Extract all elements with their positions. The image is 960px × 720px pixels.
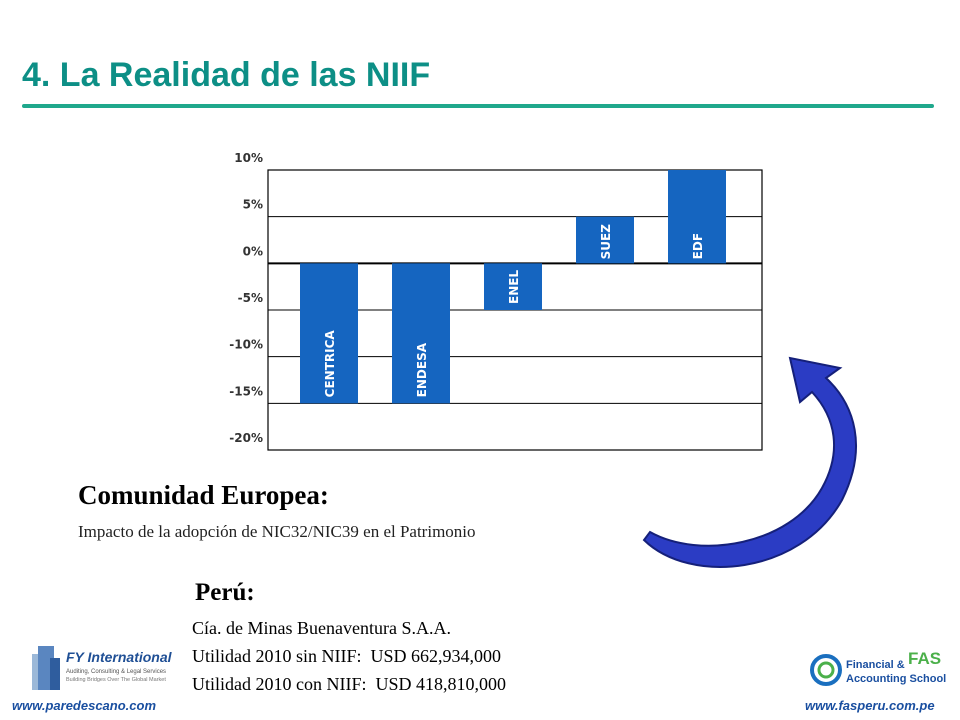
- peru-profit-with-niif: Utilidad 2010 con NIIF: USD 418,810,000: [192, 674, 506, 694]
- y-tick-label: 5%: [243, 198, 263, 212]
- fas-logo: Financial & FAS Accounting School: [810, 649, 946, 686]
- title-underline: [22, 104, 934, 108]
- bar-label-endesa: ENDESA: [415, 342, 429, 397]
- y-tick-label: -20%: [229, 431, 263, 445]
- bar-suez: [576, 216, 634, 264]
- fas-logo-line2: Accounting School: [846, 673, 946, 685]
- y-tick-label: 0%: [243, 244, 263, 258]
- bar-label-centrica: CENTRICA: [323, 330, 337, 398]
- footer-right-url[interactable]: www.fasperu.com.pe: [805, 698, 935, 713]
- fy-logo-tagline: Auditing, Consulting & Legal Services: [66, 669, 166, 675]
- slide-title: 4. La Realidad de las NIIF: [22, 56, 431, 94]
- bar-label-enel: ENEL: [507, 270, 521, 304]
- curved-arrow-icon: [642, 356, 857, 568]
- fy-logo-name: FY International: [66, 649, 173, 665]
- bar-centrica: [300, 263, 358, 404]
- fy-logo-tagline2: Building Bridges Over The Global Market: [66, 677, 166, 683]
- bar-label-edf: EDF: [691, 233, 705, 259]
- europe-subtitle: Impacto de la adopción de NIC32/NIC39 en…: [78, 522, 476, 541]
- y-tick-label: -5%: [238, 291, 263, 305]
- peru-heading: Perú:: [195, 579, 255, 606]
- bar-endesa: [392, 263, 450, 404]
- fas-logo-mark: FAS: [908, 649, 941, 668]
- y-tick-label: 10%: [234, 151, 263, 165]
- y-tick-label: -10%: [229, 338, 263, 352]
- fy-international-logo: FY International Auditing, Consulting & …: [32, 646, 173, 690]
- fas-logo-line1: Financial &: [846, 659, 905, 671]
- peru-company: Cía. de Minas Buenaventura S.A.A.: [192, 618, 451, 638]
- bar-enel: [484, 263, 542, 310]
- europe-heading: Comunidad Europea:: [78, 480, 329, 510]
- peru-profit-without-niif: Utilidad 2010 sin NIIF: USD 662,934,000: [192, 646, 502, 666]
- bar-label-suez: SUEZ: [599, 224, 613, 260]
- y-tick-label: -15%: [229, 384, 263, 398]
- footer-left-url[interactable]: www.paredescano.com: [12, 698, 157, 713]
- bar-edf: [668, 170, 726, 264]
